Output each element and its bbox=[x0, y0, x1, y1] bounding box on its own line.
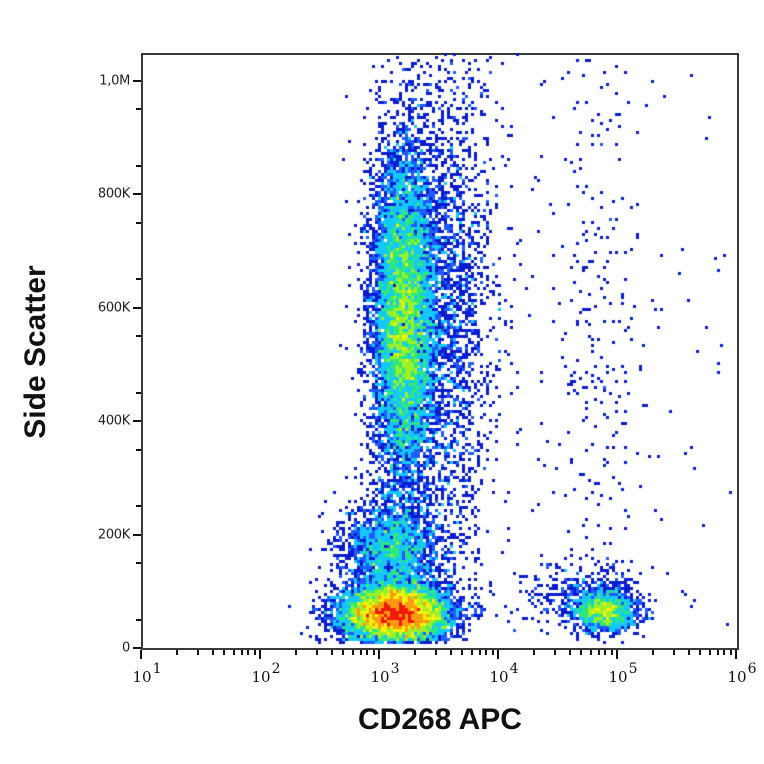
x-major-tick bbox=[616, 650, 618, 659]
y-minor-tick bbox=[136, 505, 141, 508]
x-tick-exponent: 3 bbox=[390, 661, 400, 677]
y-minor-tick bbox=[136, 108, 141, 111]
x-minor-tick bbox=[699, 650, 702, 655]
x-minor-tick bbox=[597, 650, 600, 655]
x-tick-exponent: 5 bbox=[628, 661, 638, 677]
x-minor-tick bbox=[196, 650, 199, 655]
y-major-tick bbox=[133, 533, 141, 536]
x-tick-label: 103 bbox=[370, 661, 400, 686]
x-tick-base: 10 bbox=[132, 668, 152, 686]
x-major-tick bbox=[497, 650, 499, 659]
y-minor-tick bbox=[136, 221, 141, 224]
x-minor-tick bbox=[604, 650, 607, 655]
y-minor-tick bbox=[136, 165, 141, 168]
x-minor-tick bbox=[729, 650, 732, 655]
x-minor-tick bbox=[342, 650, 345, 655]
x-minor-tick bbox=[449, 650, 452, 655]
x-minor-tick bbox=[589, 650, 592, 655]
x-minor-tick bbox=[478, 650, 481, 655]
x-minor-tick bbox=[434, 650, 437, 655]
y-tick-label: 0 bbox=[122, 640, 130, 656]
density-dot-plot bbox=[141, 53, 739, 650]
y-minor-tick bbox=[136, 391, 141, 394]
x-minor-tick bbox=[532, 650, 535, 655]
y-tick-label: 800K bbox=[97, 186, 130, 202]
x-minor-tick bbox=[372, 650, 375, 655]
x-minor-tick bbox=[491, 650, 494, 655]
y-major-tick bbox=[133, 306, 141, 309]
y-tick-label: 600K bbox=[97, 300, 130, 316]
x-tick-base: 10 bbox=[251, 668, 271, 686]
x-tick-exponent: 1 bbox=[152, 661, 162, 677]
x-minor-tick bbox=[351, 650, 354, 655]
x-minor-tick bbox=[247, 650, 250, 655]
x-minor-tick bbox=[240, 650, 243, 655]
y-major-tick bbox=[133, 420, 141, 423]
x-minor-tick bbox=[223, 650, 226, 655]
x-minor-tick bbox=[672, 650, 675, 655]
x-tick-base: 10 bbox=[489, 668, 509, 686]
x-minor-tick bbox=[253, 650, 256, 655]
x-tick-label: 106 bbox=[727, 661, 757, 686]
x-major-tick bbox=[735, 650, 737, 659]
x-tick-base: 10 bbox=[727, 668, 747, 686]
x-minor-tick bbox=[553, 650, 556, 655]
y-tick-label: 200K bbox=[97, 527, 130, 543]
x-minor-tick bbox=[413, 650, 416, 655]
x-tick-label: 101 bbox=[132, 661, 162, 686]
x-tick-base: 10 bbox=[370, 668, 390, 686]
x-minor-tick bbox=[708, 650, 711, 655]
x-minor-tick bbox=[294, 650, 297, 655]
x-minor-tick bbox=[211, 650, 214, 655]
x-minor-tick bbox=[366, 650, 369, 655]
y-minor-tick bbox=[136, 335, 141, 338]
y-minor-tick bbox=[136, 448, 141, 451]
x-major-tick bbox=[259, 650, 261, 659]
y-major-tick bbox=[133, 193, 141, 196]
x-tick-exponent: 2 bbox=[271, 661, 281, 677]
x-minor-tick bbox=[568, 650, 571, 655]
y-tick-label: 400K bbox=[97, 413, 130, 429]
x-minor-tick bbox=[330, 650, 333, 655]
x-tick-label: 104 bbox=[489, 661, 519, 686]
x-major-tick bbox=[378, 650, 380, 659]
x-tick-exponent: 4 bbox=[509, 661, 519, 677]
y-minor-tick bbox=[136, 561, 141, 564]
y-axis-title: Side Scatter bbox=[19, 265, 52, 439]
x-minor-tick bbox=[651, 650, 654, 655]
y-major-tick bbox=[133, 80, 141, 82]
x-minor-tick bbox=[723, 650, 726, 655]
x-axis-title: CD268 APC bbox=[358, 703, 522, 736]
x-tick-exponent: 6 bbox=[747, 661, 757, 677]
x-minor-tick bbox=[687, 650, 690, 655]
y-minor-tick bbox=[136, 278, 141, 281]
x-tick-label: 102 bbox=[251, 661, 281, 686]
x-minor-tick bbox=[315, 650, 318, 655]
x-minor-tick bbox=[175, 650, 178, 655]
x-minor-tick bbox=[461, 650, 464, 655]
x-minor-tick bbox=[610, 650, 613, 655]
x-minor-tick bbox=[470, 650, 473, 655]
x-minor-tick bbox=[232, 650, 235, 655]
x-tick-label: 105 bbox=[608, 661, 638, 686]
x-minor-tick bbox=[359, 650, 362, 655]
x-major-tick bbox=[140, 650, 142, 659]
y-minor-tick bbox=[136, 618, 141, 621]
y-major-tick bbox=[133, 647, 141, 649]
x-minor-tick bbox=[580, 650, 583, 655]
y-tick-label: 1,0M bbox=[99, 73, 130, 89]
x-minor-tick bbox=[716, 650, 719, 655]
x-tick-base: 10 bbox=[608, 668, 628, 686]
x-minor-tick bbox=[485, 650, 488, 655]
